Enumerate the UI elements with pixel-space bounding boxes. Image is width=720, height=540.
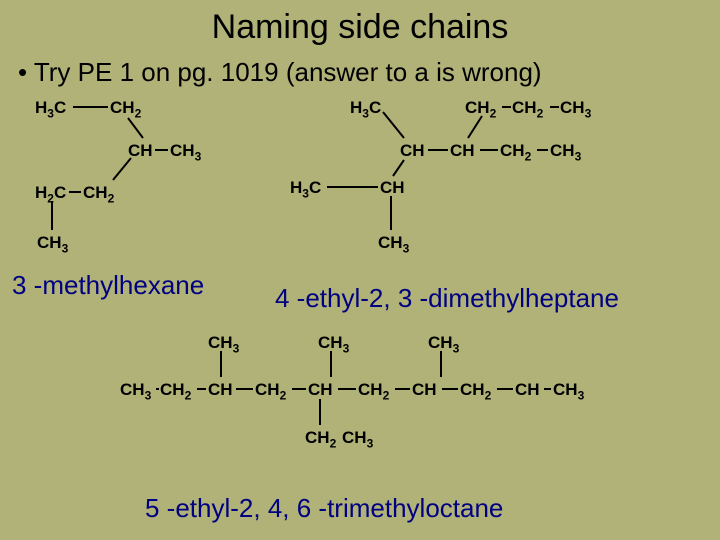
atom-label: CH2 bbox=[512, 98, 543, 120]
atom-label: CH3 bbox=[170, 141, 201, 163]
label-structure-c: 5 -ethyl-2, 4, 6 -trimethyloctane bbox=[145, 493, 503, 524]
instruction-bullet: • Try PE 1 on pg. 1019 (answer to a is w… bbox=[0, 47, 720, 88]
structure-a: H3C CH2 CH CH3 CH2 H2C CH3 bbox=[35, 98, 275, 268]
atom-label: CH3 bbox=[553, 380, 584, 402]
bonds bbox=[290, 98, 690, 273]
atom-label: CH2 bbox=[500, 141, 531, 163]
atom-label: CH3 bbox=[342, 428, 373, 450]
atom-label: CH2 bbox=[255, 380, 286, 402]
atom-label: H2C bbox=[35, 183, 66, 205]
structure-b: H3CCH2CH2CH3CHCHCH2CH3H3CCHCH3 bbox=[290, 98, 690, 273]
label-structure-a: 3 -methylhexane bbox=[12, 270, 204, 301]
atom-label: CH3 bbox=[37, 233, 68, 255]
atom-label: CH bbox=[412, 380, 437, 400]
atom-label: H3C bbox=[290, 178, 321, 200]
atom-label: CH3 bbox=[378, 233, 409, 255]
atom-label: CH3 bbox=[318, 333, 349, 355]
atom-label: H3C bbox=[350, 98, 381, 120]
atom-label: CH3 bbox=[550, 141, 581, 163]
atom-label: CH2 bbox=[465, 98, 496, 120]
atom-label: CH bbox=[450, 141, 475, 161]
page-title: Naming side chains bbox=[0, 0, 720, 47]
atom-label: CH2 bbox=[160, 380, 191, 402]
structure-c: CH3 CH3 CH3 CH3 CH2 CH CH2 CH CH2 CH CH2 CH CH3 CH2 CH… bbox=[120, 333, 590, 468]
atom-label: CH bbox=[308, 380, 333, 400]
atom-label: H3C bbox=[35, 98, 66, 120]
atom-label: CH bbox=[208, 380, 233, 400]
bonds bbox=[35, 98, 275, 268]
atom-label: CH3 bbox=[208, 333, 239, 355]
atom-label: CH2 bbox=[460, 380, 491, 402]
atom-label: CH bbox=[515, 380, 540, 400]
atom-label: CH2 bbox=[110, 98, 141, 120]
atom-label: CH2 bbox=[305, 428, 336, 450]
atom-label: CH3 bbox=[560, 98, 591, 120]
label-structure-b: 4 -ethyl-2, 3 -dimethylheptane bbox=[275, 283, 619, 314]
atom-label: CH3 bbox=[428, 333, 459, 355]
atom-label: CH2 bbox=[358, 380, 389, 402]
atom-label: CH bbox=[400, 141, 425, 161]
atom-label: CH2 bbox=[83, 183, 114, 205]
atom-label: CH bbox=[380, 178, 405, 198]
atom-label: CH3 bbox=[120, 380, 151, 402]
atom-label: CH bbox=[128, 141, 153, 161]
